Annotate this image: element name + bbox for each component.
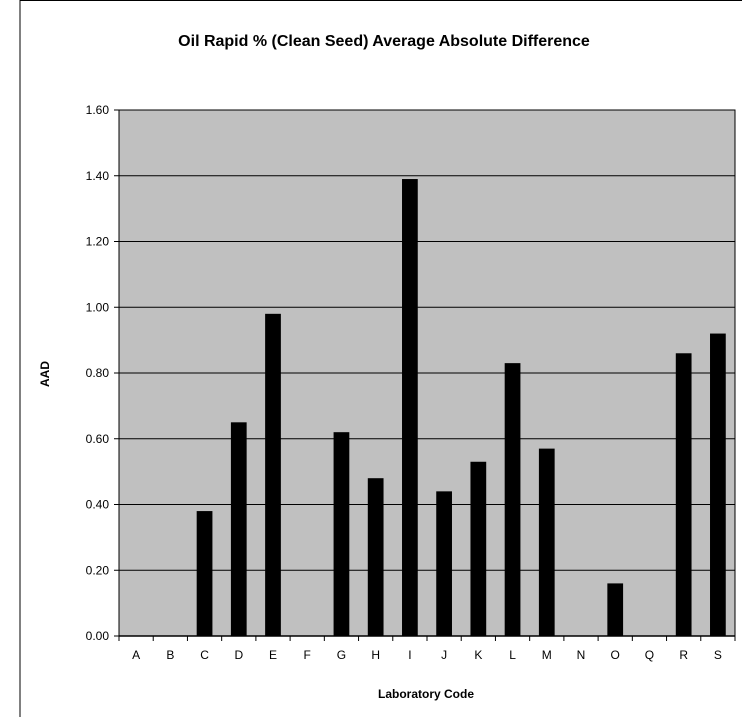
x-tick-label: D xyxy=(234,648,243,662)
bar-H xyxy=(367,478,384,636)
x-tick-label: Q xyxy=(645,648,654,662)
bar-J xyxy=(436,491,452,636)
y-tick-label: 1.20 xyxy=(86,235,110,249)
x-tick-label: A xyxy=(132,648,140,662)
gridlines xyxy=(119,175,735,571)
bar-D xyxy=(230,422,247,636)
x-tick-label: F xyxy=(304,648,311,662)
bar-R xyxy=(675,353,692,636)
bar-K xyxy=(470,461,487,636)
x-tick-label: J xyxy=(441,648,447,662)
x-tick-label: R xyxy=(679,648,688,662)
y-tick-label: 1.40 xyxy=(86,169,110,183)
x-tick-label: L xyxy=(509,648,516,662)
bar-I xyxy=(402,179,418,636)
y-tick-label: 0.80 xyxy=(86,366,110,380)
y-tick-label: 1.60 xyxy=(86,103,110,117)
bar-O xyxy=(607,583,624,636)
x-tick-label: B xyxy=(166,648,174,662)
bar-C xyxy=(196,511,213,636)
x-tick-label: I xyxy=(408,648,411,662)
y-tick-label: 0.40 xyxy=(86,498,110,512)
bar-M xyxy=(538,448,555,636)
x-axis-label: Laboratory Code xyxy=(378,687,474,701)
x-tick-label: N xyxy=(577,648,586,662)
x-tick-label: K xyxy=(474,648,482,662)
y-tick-label: 0.00 xyxy=(86,629,110,643)
x-tick-label: G xyxy=(337,648,346,662)
bar-E xyxy=(265,313,281,636)
x-tick-label: O xyxy=(611,648,620,662)
y-axis-ticks: 0.00 0.20 0.40 0.60 0.80 1.00 1.20 1.40 1.60 xyxy=(86,103,119,643)
y-tick-label: 0.20 xyxy=(86,563,110,577)
bar-L xyxy=(504,363,521,636)
chart-title: Oil Rapid % (Clean Seed) Average Absolut… xyxy=(178,33,590,50)
x-tick-label: C xyxy=(200,648,209,662)
x-tick-label: H xyxy=(371,648,380,662)
x-tick-label: S xyxy=(714,648,722,662)
x-tick-label: E xyxy=(269,648,277,662)
bar-G xyxy=(333,432,350,636)
y-axis-label: AAD xyxy=(38,361,52,387)
bar-S xyxy=(710,333,726,636)
y-tick-label: 1.00 xyxy=(86,300,110,314)
x-tick-label: M xyxy=(542,648,552,662)
y-tick-label: 0.60 xyxy=(86,432,110,446)
